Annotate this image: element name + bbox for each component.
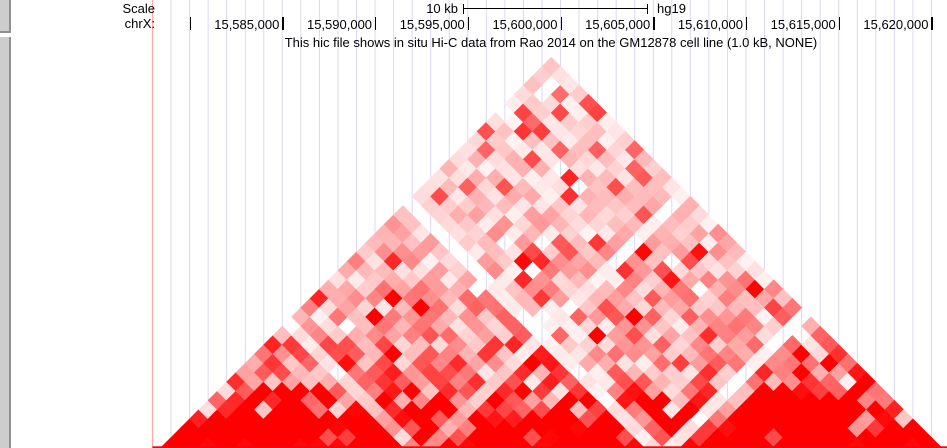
ruler-tick-label: 15,590,000 xyxy=(306,17,373,32)
ruler-tick-label: 15,610,000 xyxy=(677,17,743,32)
scale-bar xyxy=(462,8,648,10)
ruler-track-handle[interactable] xyxy=(0,0,11,33)
ruler-tick-label: 15,620,000 xyxy=(863,17,929,32)
ruler-tick-mark xyxy=(467,17,470,30)
scale-bar-left-cap xyxy=(462,3,464,14)
ruler-tick-mark xyxy=(838,17,841,30)
hic-cells xyxy=(160,56,943,448)
track-title: This hic file shows in situ Hi-C data fr… xyxy=(284,35,818,50)
ruler-tick-label: 15,615,000 xyxy=(770,17,836,32)
assembly-label: hg19 xyxy=(657,1,686,16)
ruler-tick-mark xyxy=(653,17,655,30)
ruler-tick-mark xyxy=(282,17,284,30)
ruler-tick-mark xyxy=(931,17,933,30)
ruler-tick-mark xyxy=(560,17,562,30)
scale-bar-right-cap xyxy=(646,3,648,14)
chromosome-label: chrX: xyxy=(124,16,155,31)
ruler-tick-label: 15,585,000 xyxy=(214,17,280,32)
heatmap-bottom-edge xyxy=(152,446,947,448)
ruler-tick-label: 15,595,000 xyxy=(399,17,465,32)
ruler-tick-mark xyxy=(189,17,191,30)
ruler-tick-label: 15,605,000 xyxy=(585,17,651,32)
ruler-tick-mark xyxy=(745,17,748,30)
scale-distance-label: 10 kb xyxy=(426,1,458,16)
scale-label: Scale xyxy=(122,1,155,16)
ruler-tick-mark xyxy=(375,17,377,30)
ruler-tick-label: 15,600,000 xyxy=(492,17,558,32)
hic-track-handle[interactable] xyxy=(0,37,11,448)
